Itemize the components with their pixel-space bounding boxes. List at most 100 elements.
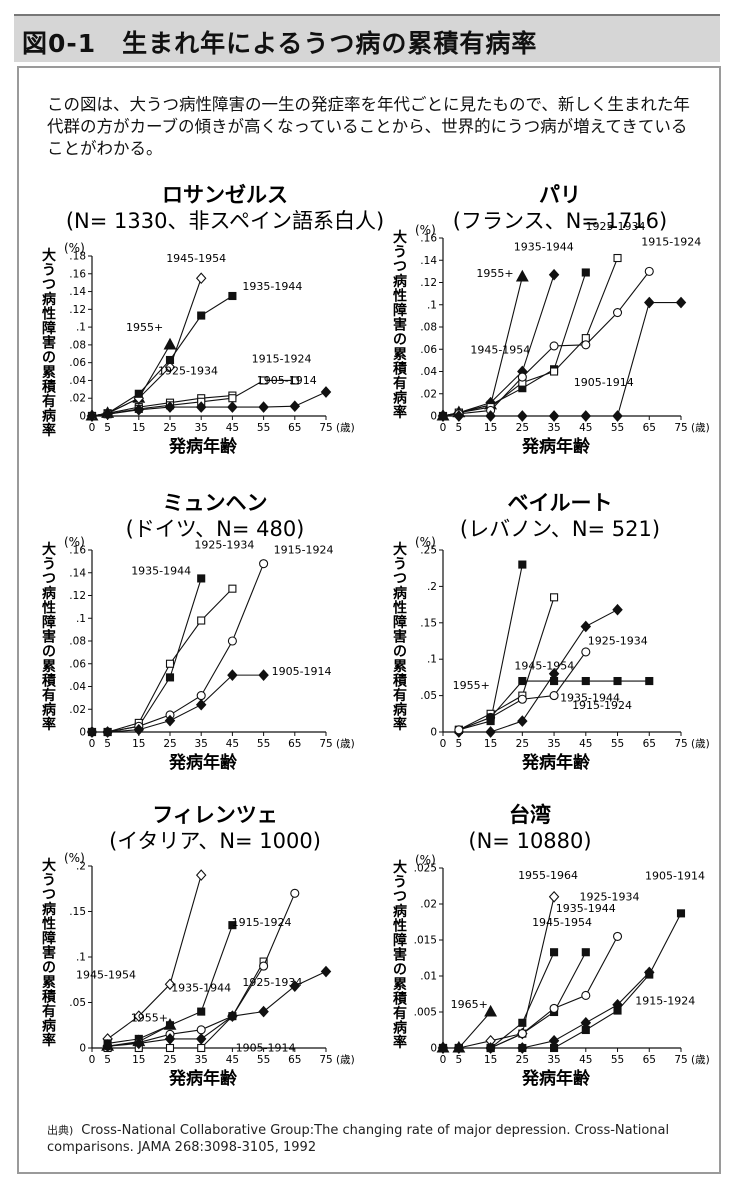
y-axis-label: 大うつ病性障害の累積有病率 — [41, 857, 57, 1049]
data-point — [195, 698, 207, 711]
series-label: 1935-1944 — [556, 902, 616, 915]
x-tick-label: 25 — [516, 738, 529, 750]
y-unit: (%) — [415, 853, 436, 867]
data-point — [195, 1033, 207, 1045]
x-tick-label: 0 — [89, 738, 96, 750]
data-point — [613, 1006, 622, 1015]
data-point — [228, 394, 237, 403]
x-tick-label: 65 — [643, 1054, 656, 1066]
x-tick-label: 5 — [104, 738, 111, 750]
series-label: 1905-1914 — [272, 665, 332, 678]
y-tick-label: .06 — [420, 344, 437, 356]
x-tick-label: 0 — [440, 738, 447, 750]
data-point — [320, 386, 332, 398]
data-point — [517, 715, 528, 727]
y-tick-label: .005 — [414, 1007, 437, 1019]
series-label: 1925-1934 — [588, 634, 648, 647]
y-tick-label: .16 — [69, 268, 86, 280]
series-line — [92, 588, 233, 733]
x-tick-label: 45 — [579, 1054, 592, 1066]
chart-munich: ミュンヘン(ドイツ、N= 480) 0 .02 .04 .06 .08 .1 .12 .14 .1… — [41, 491, 355, 773]
data-point — [549, 1003, 559, 1013]
y-axis-label: 大うつ病性障害の累積有病率 — [41, 247, 57, 439]
data-point — [518, 560, 527, 569]
data-point — [195, 401, 207, 413]
data-point — [197, 616, 206, 625]
y-tick-label: .16 — [420, 233, 437, 245]
series-label: 1965+ — [451, 998, 488, 1011]
chart-florence: フィレンツェ(イタリア、N= 1000)0.05.1.15.20 5 15 25 35 4… — [41, 803, 355, 1089]
data-point — [228, 584, 237, 593]
data-point — [486, 1043, 495, 1053]
data-point — [675, 296, 687, 309]
data-point — [258, 401, 269, 413]
x-tick-label: 35 — [547, 422, 560, 434]
x-tick-label: 55 — [257, 1054, 270, 1066]
x-tick-label: 0 — [89, 422, 96, 434]
data-point — [676, 909, 686, 918]
data-point — [228, 291, 237, 301]
data-point — [259, 376, 268, 385]
y-tick-label: .04 — [69, 681, 86, 693]
data-point — [163, 1018, 177, 1030]
y-tick-label: .12 — [420, 277, 437, 289]
y-tick-label: .1 — [427, 299, 437, 311]
series-1915-1924: 1915-1924 — [87, 544, 334, 737]
data-point — [289, 980, 301, 992]
x-tick-label: 5 — [456, 738, 463, 750]
series-line — [458, 597, 555, 731]
data-point — [164, 361, 176, 373]
x-tick-label: 75 — [319, 422, 332, 434]
data-point — [227, 669, 238, 681]
data-point — [196, 1025, 206, 1035]
x-tick-label: 35 — [195, 738, 208, 750]
data-point — [613, 253, 622, 263]
data-point — [485, 726, 496, 738]
y-axis-label: 大うつ病性障害の累積有病率 — [392, 229, 408, 421]
y-axis-label: 大うつ病性障害の累積有病率 — [41, 541, 57, 733]
data-point — [612, 410, 623, 422]
series-label: 1905-1914 — [236, 1042, 296, 1055]
data-point — [644, 296, 655, 309]
data-point — [290, 376, 299, 385]
data-point — [517, 1029, 527, 1039]
panel-subtitle: (レバノン、N= 521) — [460, 517, 660, 541]
figure-header: 図0-1 生まれ年によるうつ病の累積有病率 — [14, 14, 720, 62]
x-axis-label: 発病年齢 — [521, 436, 591, 457]
chart-los-angeles: ロサンゼルス(N= 1330、非スペイン語系白人) 0 .02 .04 .06 .08 .1… — [41, 183, 384, 457]
y-tick-label: .25 — [420, 545, 437, 557]
series-label: 1945-1954 — [166, 252, 226, 265]
y-unit: (%) — [64, 851, 85, 865]
data-point — [548, 890, 560, 903]
y-tick-label: .2 — [76, 861, 86, 873]
x-tick-label: 5 — [456, 422, 463, 434]
y-tick-label: .15 — [69, 906, 86, 918]
data-point — [581, 1025, 590, 1035]
data-point — [227, 401, 238, 413]
x-tick-label: 15 — [132, 422, 145, 434]
data-point — [549, 341, 559, 351]
panel-subtitle: (フランス、N= 1716) — [453, 209, 667, 233]
x-axis-label: 発病年齢 — [521, 1068, 591, 1089]
y-tick-label: .12 — [69, 590, 86, 602]
x-tick-label: 15 — [484, 738, 497, 750]
y-tick-label: .18 — [69, 251, 86, 263]
x-tick-label: 35 — [547, 1054, 560, 1066]
data-point — [227, 636, 237, 646]
data-point — [515, 269, 529, 282]
figure-frame: この図は、大うつ病性障害の一生の発症率を年代ごとに見たもので、新しく生まれた年代… — [17, 66, 721, 1174]
data-point — [259, 961, 269, 971]
data-point — [259, 559, 269, 569]
data-point — [581, 990, 591, 1000]
y-tick-label: .02 — [420, 899, 437, 911]
series-label: 1915-1924 — [252, 352, 312, 365]
series-label: 1915-1924 — [641, 235, 701, 248]
panel-subtitle: (イタリア、N= 1000) — [109, 829, 321, 853]
y-tick-label: 0 — [79, 727, 86, 739]
x-unit: (歳) — [336, 738, 355, 750]
data-point — [518, 1043, 527, 1053]
data-point — [550, 593, 559, 602]
x-axis-label: 発病年齢 — [168, 1068, 238, 1089]
x-tick-label: 0 — [89, 1054, 96, 1066]
source-citation: 出典) Cross-National Collaborative Group:Th… — [47, 1122, 697, 1156]
